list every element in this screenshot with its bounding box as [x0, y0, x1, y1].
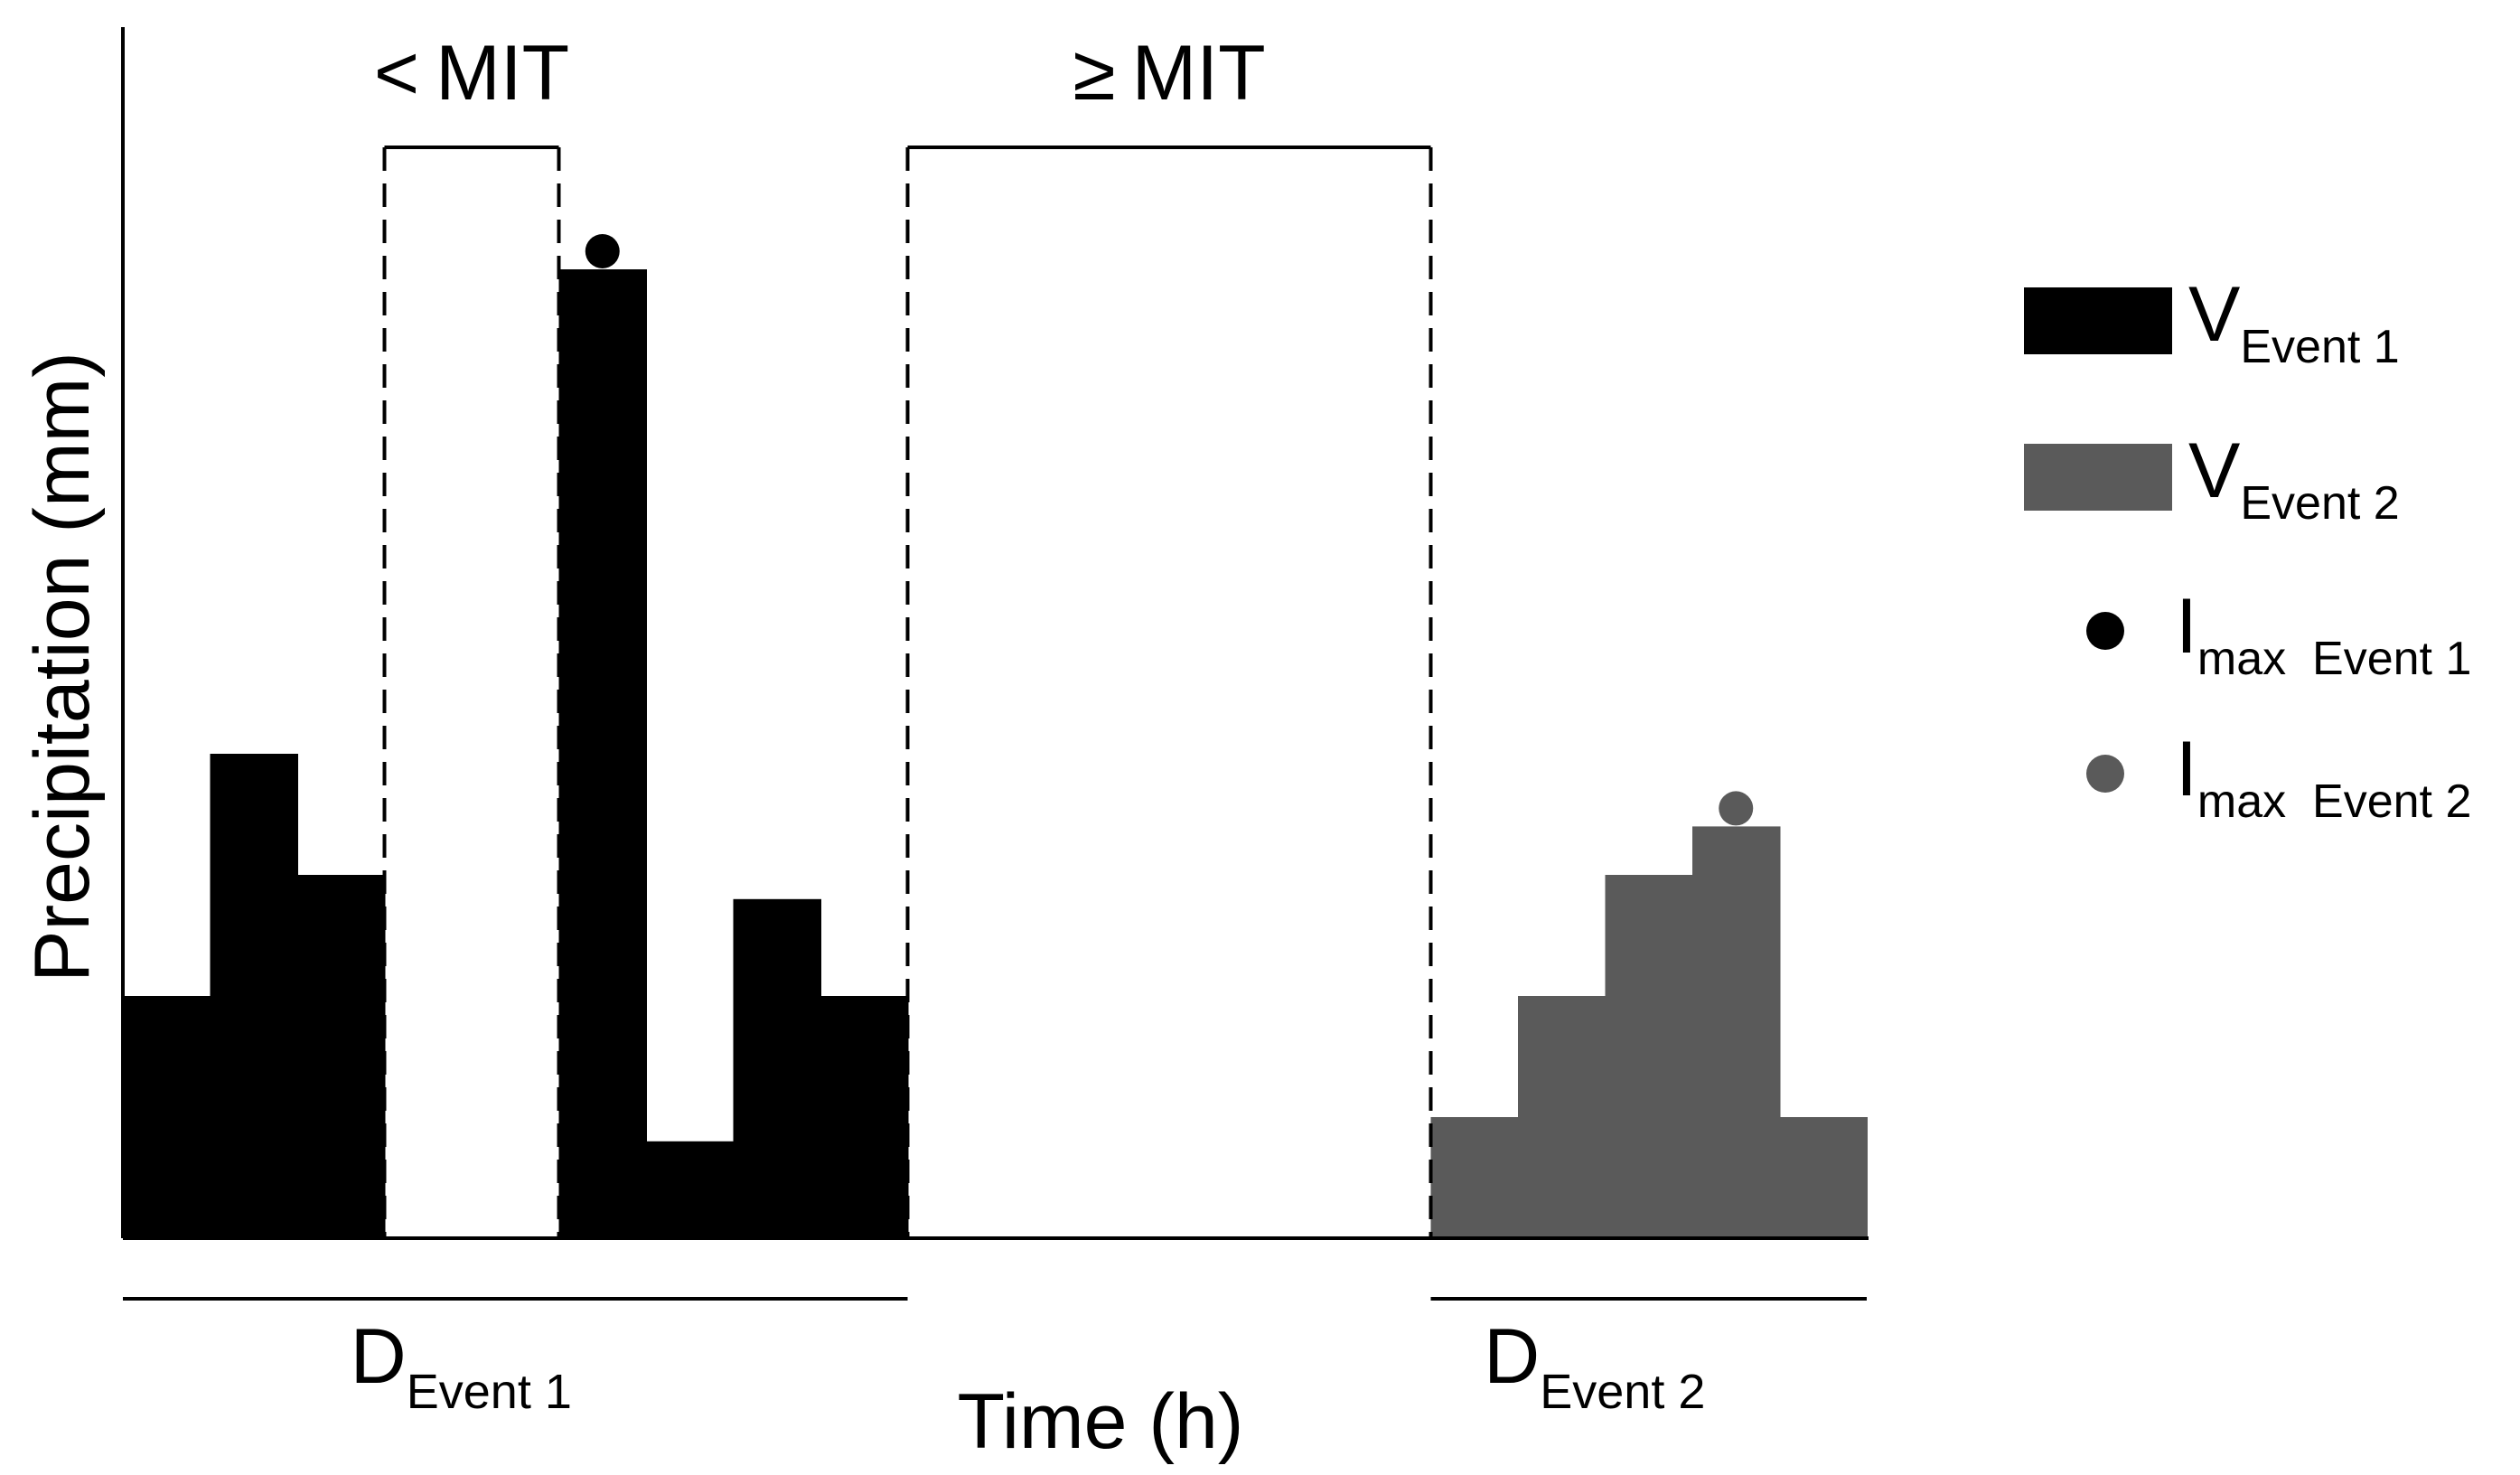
- lt-mit-text: MIT: [436, 30, 569, 117]
- legend-label-4: Imax Event 2: [2176, 726, 2471, 828]
- bar-event1-hour-9: [820, 996, 909, 1238]
- bar-event1-hour-6: [558, 269, 647, 1238]
- bar-event1-hour-7: [646, 1141, 735, 1238]
- bar-event1-hour-3: [297, 875, 386, 1238]
- duration-label-event2: DEvent 2: [1484, 1313, 1705, 1419]
- bar-event2-hour-18: [1605, 875, 1693, 1238]
- legend-dot-4: [2086, 755, 2124, 793]
- legend-subscript: max Event 2: [2197, 775, 2471, 828]
- bar-event1-hour-1: [123, 996, 211, 1238]
- legend-label-2: VEvent 2: [2188, 427, 2400, 530]
- bar-event1-hour-2: [210, 754, 298, 1238]
- lt-mit-symbol: <: [374, 30, 419, 117]
- legend-swatch-2: [2024, 444, 2172, 511]
- peak-marker-event2: [1719, 791, 1754, 826]
- bar-event2-hour-17: [1518, 996, 1607, 1238]
- duration-letter: D: [1484, 1313, 1540, 1400]
- bars-layer: [123, 269, 1868, 1238]
- bar-event2-hour-20: [1779, 1117, 1868, 1238]
- legend-letter: V: [2188, 427, 2240, 514]
- bar-event2-hour-16: [1430, 1117, 1519, 1238]
- peak-marker-event1: [585, 234, 620, 268]
- legend-dot-3: [2086, 612, 2124, 650]
- duration-subscript: Event 2: [1540, 1365, 1705, 1419]
- bar-event1-hour-8: [733, 898, 821, 1238]
- legend-subscript: max Event 1: [2197, 633, 2471, 685]
- peak-markers: [585, 234, 1754, 826]
- lt-mit-label: < MIT: [374, 30, 569, 117]
- legend-letter: I: [2176, 726, 2197, 813]
- bar-event2-hour-19: [1692, 826, 1781, 1238]
- duration-subscript: Event 1: [407, 1365, 572, 1419]
- mit-brackets: < MIT ≥ MIT: [374, 30, 1433, 1238]
- legend-label-3: Imax Event 1: [2176, 583, 2471, 685]
- duration-label-event1: DEvent 1: [351, 1313, 572, 1419]
- x-axis-label: Time (h): [958, 1378, 1244, 1465]
- legend-letter: I: [2176, 583, 2197, 670]
- ge-mit-text: MIT: [1132, 30, 1266, 117]
- legend-swatch-1: [2024, 287, 2172, 354]
- legend-subscript: Event 2: [2240, 477, 2399, 530]
- y-axis-label: Precipitation (mm): [19, 352, 106, 982]
- ge-mit-label: ≥ MIT: [1073, 30, 1265, 117]
- legend-label-1: VEvent 1: [2188, 271, 2400, 373]
- duration-lines: DEvent 1 DEvent 2: [123, 1297, 1867, 1419]
- ge-mit-symbol: ≥: [1073, 30, 1115, 117]
- duration-letter: D: [351, 1313, 407, 1400]
- axes: [121, 27, 1869, 1240]
- legend-subscript: Event 1: [2240, 321, 2399, 373]
- legend-letter: V: [2188, 271, 2240, 358]
